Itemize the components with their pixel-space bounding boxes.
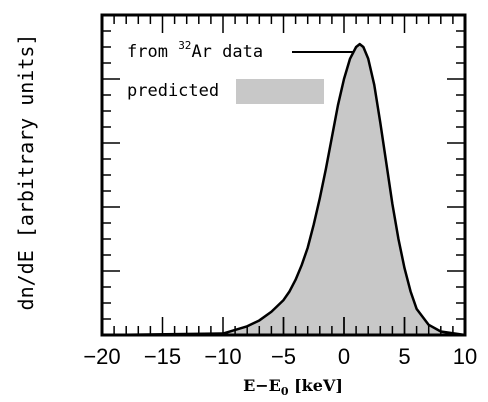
series-data-line	[101, 42, 466, 337]
x-tick-label: −20	[83, 344, 120, 369]
legend-predicted-label: predicted	[127, 81, 219, 101]
x-tick-label: −10	[204, 344, 241, 369]
x-tick-label: −5	[271, 344, 296, 369]
legend: from 32Ar data predicted	[127, 39, 354, 104]
plot-frame	[100, 13, 467, 337]
x-tick-label: 10	[453, 344, 477, 369]
legend-predicted-swatch	[236, 79, 324, 104]
x-tick-label: −15	[144, 344, 181, 369]
y-axis-label: dn/dE [arbitrary units]	[14, 34, 38, 311]
legend-data-label: from 32Ar data	[127, 39, 263, 62]
series-predicted-area	[102, 44, 465, 336]
x-axis-label: E−E0 [keV]	[243, 376, 343, 398]
x-tick-label: 0	[338, 344, 350, 369]
x-tick-label: 5	[398, 344, 410, 369]
